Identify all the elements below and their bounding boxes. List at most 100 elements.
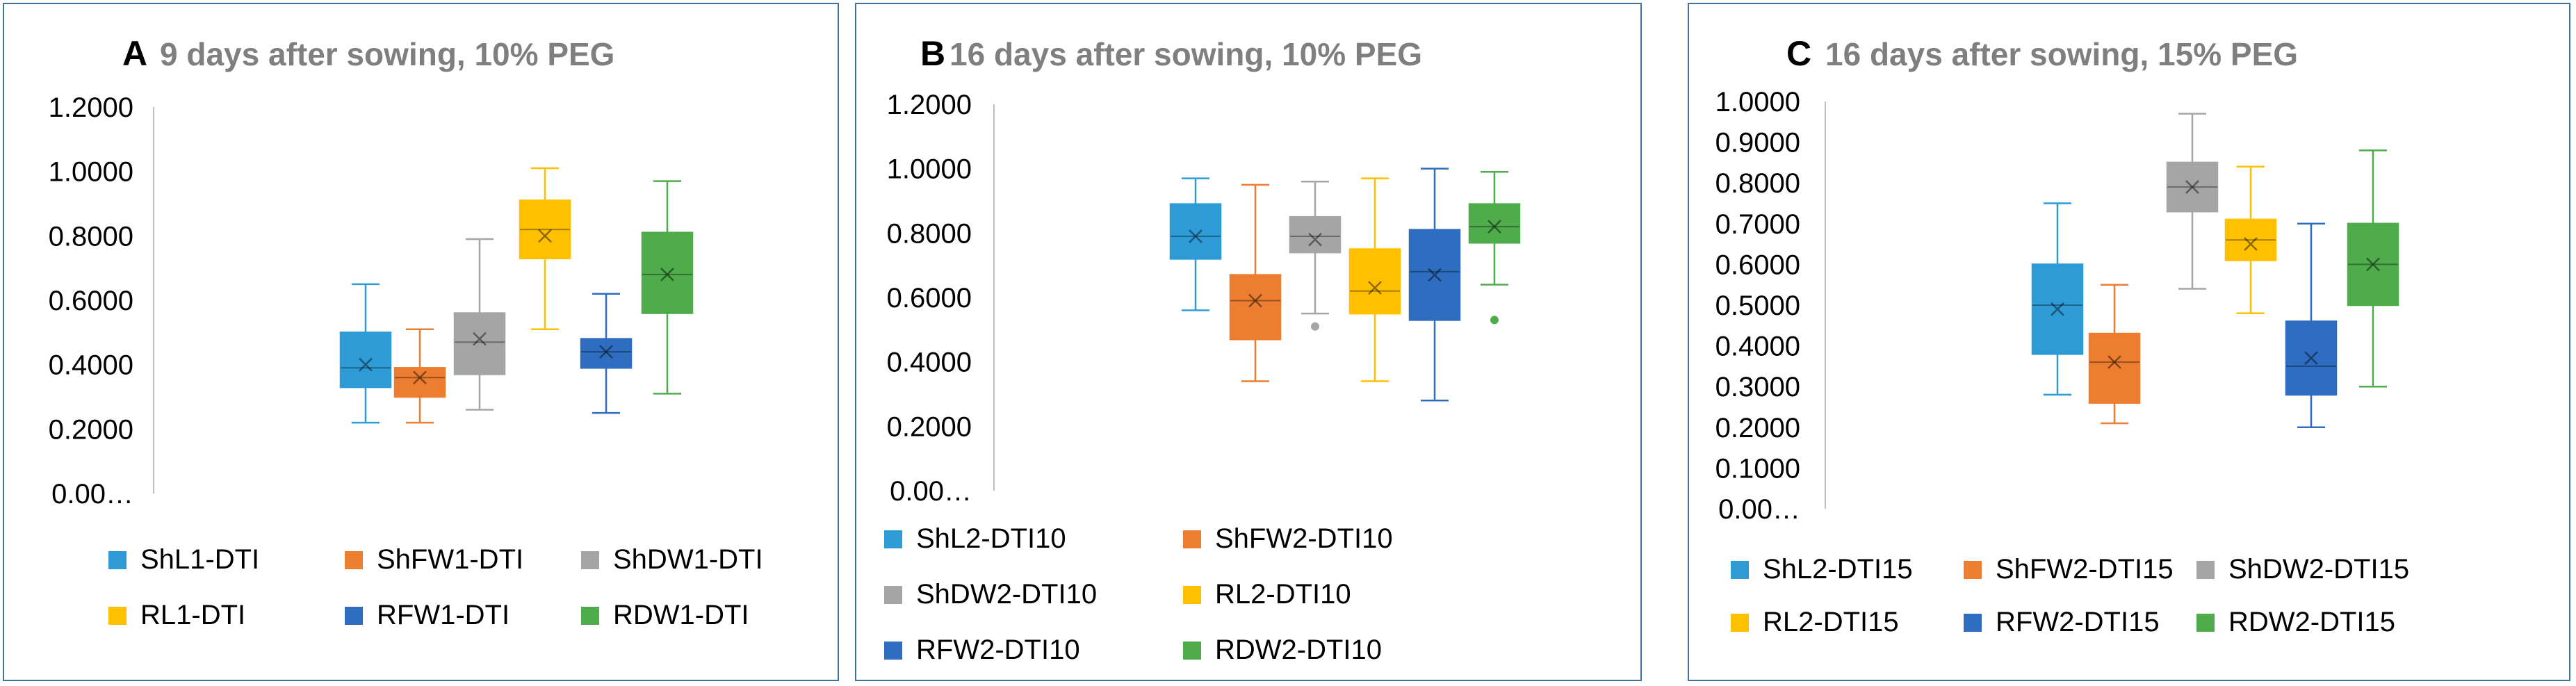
legend-item: RDW2-DTI15 — [2196, 607, 2395, 637]
y-tick-label: 0.00… — [51, 479, 133, 509]
legend-item: ShL1-DTI — [108, 544, 259, 575]
chart-title: 16 days after sowing, 15% PEG — [1825, 36, 2298, 72]
box-plot-rfw2-dti10 — [1408, 168, 1461, 402]
box-plot-shfw1-dti — [393, 328, 446, 424]
y-tick-label: 0.1000 — [1715, 453, 1800, 484]
box-plot-rl1-dti — [519, 167, 571, 330]
mean-marker — [2108, 355, 2121, 369]
iqr-box — [1468, 203, 1521, 244]
legend-item: ShDW1-DTI — [581, 544, 763, 575]
legend-item: RL1-DTI — [108, 600, 245, 630]
y-tick-label: 0.4000 — [1715, 332, 1800, 362]
legend-label: ShFW2-DTI10 — [1215, 523, 1393, 554]
chart-title: 16 days after sowing, 10% PEG — [949, 36, 1422, 72]
y-tick-label: 0.00… — [1718, 494, 1800, 525]
legend-swatch — [2196, 614, 2215, 632]
panel-letter: A — [122, 34, 147, 73]
y-tick-label: 0.4000 — [49, 350, 133, 381]
mean-marker — [1248, 293, 1262, 308]
y-tick-label: 0.5000 — [1715, 291, 1800, 321]
iqr-box — [2224, 218, 2277, 261]
legend-swatch — [1183, 586, 1201, 604]
y-tick-label: 0.6000 — [887, 283, 972, 313]
legend-label: ShL1-DTI — [140, 544, 259, 575]
legend-swatch — [1731, 614, 1749, 632]
box-plot-shl1-dti — [339, 283, 392, 424]
y-tick-label: 0.8000 — [1715, 168, 1800, 199]
y-tick-label: 0.8000 — [887, 218, 972, 249]
box-plot-rfw2-dti15 — [2285, 222, 2338, 429]
box-plot-shl2-dti15 — [2031, 202, 2084, 396]
mean-marker — [2051, 302, 2064, 316]
legend-item: ShL2-DTI10 — [884, 523, 1066, 554]
legend-label: ShL2-DTI10 — [916, 523, 1066, 554]
chart-panel-b: B 16 days after sowing, 10% PEG 0.00… 0.200… — [855, 3, 1642, 681]
legend-item: RFW2-DTI10 — [884, 635, 1080, 665]
mean-marker — [359, 357, 373, 372]
y-tick-label: 0.2000 — [1715, 413, 1800, 443]
iqr-box — [1289, 215, 1342, 254]
legend-label: RL2-DTI10 — [1215, 579, 1351, 610]
legend-item: RFW2-DTI15 — [1964, 607, 2160, 637]
chart-title: 9 days after sowing, 10% PEG — [160, 36, 614, 72]
iqr-box — [339, 332, 392, 389]
y-tick-label: 1.2000 — [887, 90, 972, 120]
mean-marker — [1487, 220, 1501, 234]
legend-swatch — [1964, 614, 1982, 632]
iqr-box — [580, 338, 633, 369]
iqr-box — [2088, 332, 2141, 404]
legend-label: ShDW2-DTI15 — [2228, 554, 2409, 585]
legend-label: ShDW2-DTI10 — [916, 579, 1097, 610]
box-plot-rdw2-dti15 — [2347, 149, 2399, 388]
y-tick-label: 0.7000 — [1715, 209, 1800, 240]
y-tick-label: 0.9000 — [1715, 128, 1800, 158]
box-plot-shl2-dti10 — [1169, 177, 1222, 311]
box-plot-shdw1-dti — [453, 238, 506, 411]
legend-item: ShDW2-DTI15 — [2196, 554, 2409, 585]
mean-marker — [473, 332, 487, 346]
mean-marker — [413, 370, 427, 385]
mean-marker — [538, 229, 552, 243]
legend-swatch — [581, 607, 599, 625]
legend-label: RL2-DTI15 — [1763, 607, 1899, 637]
box-plot-shfw2-dti10 — [1229, 183, 1282, 382]
chart-panel-a: A 9 days after sowing, 10% PEG 0.00… 0.2000… — [3, 3, 839, 681]
iqr-box — [393, 367, 446, 398]
legend-swatch — [1183, 642, 1201, 660]
legend-label: RFW2-DTI15 — [1996, 607, 2160, 637]
iqr-box — [1348, 248, 1401, 315]
mean-marker — [2244, 237, 2258, 251]
box-plot-rfw1-dti — [580, 293, 633, 414]
iqr-box — [1408, 229, 1461, 321]
iqr-box — [453, 312, 506, 375]
legend-item: RDW1-DTI — [581, 600, 749, 630]
legend-label: ShDW1-DTI — [613, 544, 763, 575]
legend-swatch — [108, 551, 127, 569]
legend-item: ShFW1-DTI — [345, 544, 523, 575]
legend-item: ShL2-DTI15 — [1731, 554, 1913, 585]
legend-swatch — [345, 551, 363, 569]
box-plot-shfw2-dti15 — [2088, 284, 2141, 425]
legend-swatch — [884, 530, 902, 548]
outlier-point — [1311, 322, 1319, 331]
mean-marker — [1189, 229, 1203, 243]
legend-label: RL1-DTI — [140, 600, 245, 630]
y-tick-label: 1.0000 — [49, 157, 133, 188]
iqr-box — [641, 231, 694, 314]
legend-item: ShDW2-DTI10 — [884, 579, 1097, 610]
legend-item: RL2-DTI15 — [1731, 607, 1899, 637]
iqr-box — [519, 199, 571, 260]
legend-item: ShFW2-DTI15 — [1964, 554, 2174, 585]
legend-label: RFW2-DTI10 — [916, 635, 1080, 665]
legend-label: RDW2-DTI10 — [1215, 635, 1382, 665]
y-tick-label: 0.00… — [890, 476, 972, 507]
legend-item: ShFW2-DTI10 — [1183, 523, 1393, 554]
y-tick-label: 0.2000 — [887, 411, 972, 442]
panel-letter: C — [1786, 34, 1811, 73]
iqr-box — [1229, 274, 1282, 341]
legend-swatch — [345, 607, 363, 625]
legend-item: RL2-DTI10 — [1183, 579, 1351, 610]
legend-swatch — [1183, 530, 1201, 548]
legend-label: ShFW2-DTI15 — [1996, 554, 2174, 585]
y-tick-label: 0.2000 — [49, 414, 133, 445]
